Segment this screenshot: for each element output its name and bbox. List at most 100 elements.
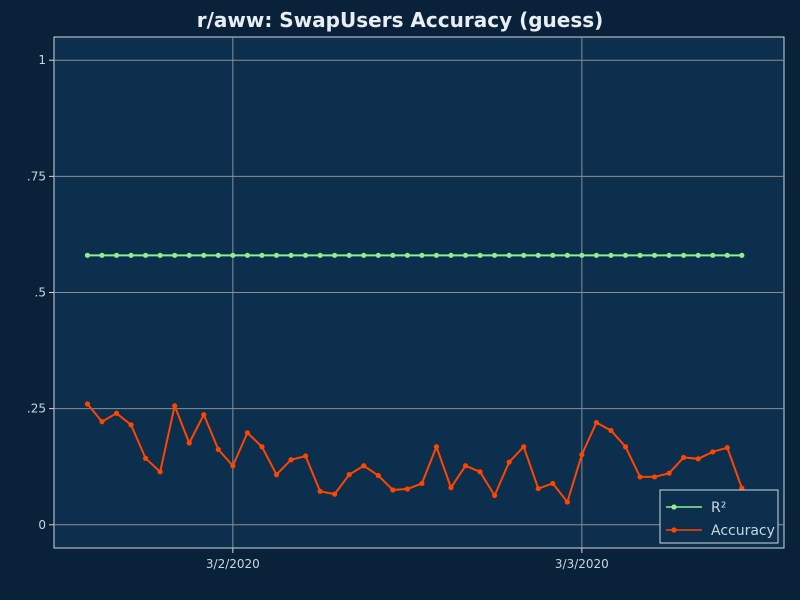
data-point xyxy=(186,252,192,258)
data-point xyxy=(564,252,570,258)
data-point xyxy=(317,488,323,494)
data-point xyxy=(375,472,381,479)
data-point xyxy=(84,252,91,258)
data-point xyxy=(666,470,672,476)
axis-ticks: 0 .25 .5 .75 1 3/2/2020 3/3/2020 xyxy=(27,53,609,571)
data-point xyxy=(608,252,614,258)
data-point xyxy=(550,252,556,258)
data-point xyxy=(113,410,120,416)
data-point xyxy=(288,457,294,463)
data-point xyxy=(492,252,498,258)
legend-swatch-marker xyxy=(671,527,677,533)
series-0 xyxy=(84,252,745,258)
data-point xyxy=(143,252,149,258)
y-tick-label: .5 xyxy=(35,286,46,300)
data-point xyxy=(433,252,440,258)
data-point xyxy=(172,403,178,409)
data-point xyxy=(346,472,352,478)
data-point xyxy=(477,469,483,475)
data-point xyxy=(462,252,469,258)
data-point xyxy=(535,252,541,258)
data-point xyxy=(724,445,730,451)
data-point xyxy=(651,474,658,480)
series-1 xyxy=(84,401,745,505)
series-layer xyxy=(84,252,745,505)
legend-box xyxy=(659,489,779,544)
data-point xyxy=(143,455,149,461)
data-point xyxy=(273,472,280,478)
data-point xyxy=(346,252,352,258)
data-point xyxy=(477,252,483,258)
data-point xyxy=(622,444,629,450)
data-point xyxy=(593,419,600,426)
data-point xyxy=(332,491,338,497)
y-tick-label: .25 xyxy=(27,402,46,416)
x-tick-label: 3/2/2020 xyxy=(206,557,260,571)
data-point xyxy=(244,252,251,258)
data-point xyxy=(390,252,396,258)
data-point xyxy=(506,459,512,465)
y-tick-label: 1 xyxy=(38,53,46,67)
data-point xyxy=(390,487,396,493)
data-point xyxy=(259,444,265,450)
data-point xyxy=(113,252,120,258)
data-point xyxy=(681,454,687,461)
chart-title: r/aww: SwapUsers Accuracy (guess) xyxy=(197,8,604,32)
data-point xyxy=(157,469,163,475)
data-point xyxy=(608,427,614,434)
legend: R² Accuracy xyxy=(659,489,779,544)
data-point xyxy=(201,252,207,258)
data-point xyxy=(535,485,541,492)
data-point xyxy=(215,446,221,453)
data-point xyxy=(273,252,280,258)
data-point xyxy=(128,252,134,258)
data-point xyxy=(710,449,716,455)
data-point xyxy=(637,252,643,258)
data-point xyxy=(375,252,381,258)
data-point xyxy=(579,452,585,458)
data-point xyxy=(317,252,323,258)
data-point xyxy=(244,430,251,436)
data-point xyxy=(157,252,163,258)
data-point xyxy=(550,480,556,487)
data-point xyxy=(361,463,367,469)
data-point xyxy=(622,252,629,258)
data-point xyxy=(521,252,527,258)
data-point xyxy=(637,474,643,480)
y-tick-label: 0 xyxy=(38,518,46,532)
data-point xyxy=(128,422,134,428)
data-point xyxy=(215,252,221,258)
data-point xyxy=(259,252,265,258)
data-point xyxy=(724,252,730,258)
data-point xyxy=(433,444,440,450)
data-point xyxy=(681,252,687,258)
data-point xyxy=(404,252,410,258)
data-point xyxy=(361,252,367,258)
data-point xyxy=(288,252,294,258)
data-point xyxy=(666,252,672,258)
data-point xyxy=(739,485,745,491)
legend-swatch-marker xyxy=(671,504,677,510)
data-point xyxy=(462,463,469,469)
data-point xyxy=(332,252,338,258)
data-point xyxy=(99,419,105,425)
data-point xyxy=(186,440,192,446)
data-point xyxy=(230,463,236,469)
data-point xyxy=(695,456,701,462)
data-point xyxy=(84,401,91,407)
y-tick-label: .75 xyxy=(27,169,46,183)
legend-label: Accuracy xyxy=(711,523,775,539)
data-point xyxy=(710,252,716,258)
data-point xyxy=(448,252,454,258)
data-point xyxy=(593,252,600,258)
x-tick-label: 3/3/2020 xyxy=(555,557,609,571)
data-point xyxy=(695,252,701,258)
data-point xyxy=(506,252,512,258)
data-point xyxy=(419,252,425,258)
data-point xyxy=(419,480,425,487)
data-point xyxy=(172,252,178,258)
data-point xyxy=(564,499,570,505)
data-point xyxy=(651,252,658,258)
